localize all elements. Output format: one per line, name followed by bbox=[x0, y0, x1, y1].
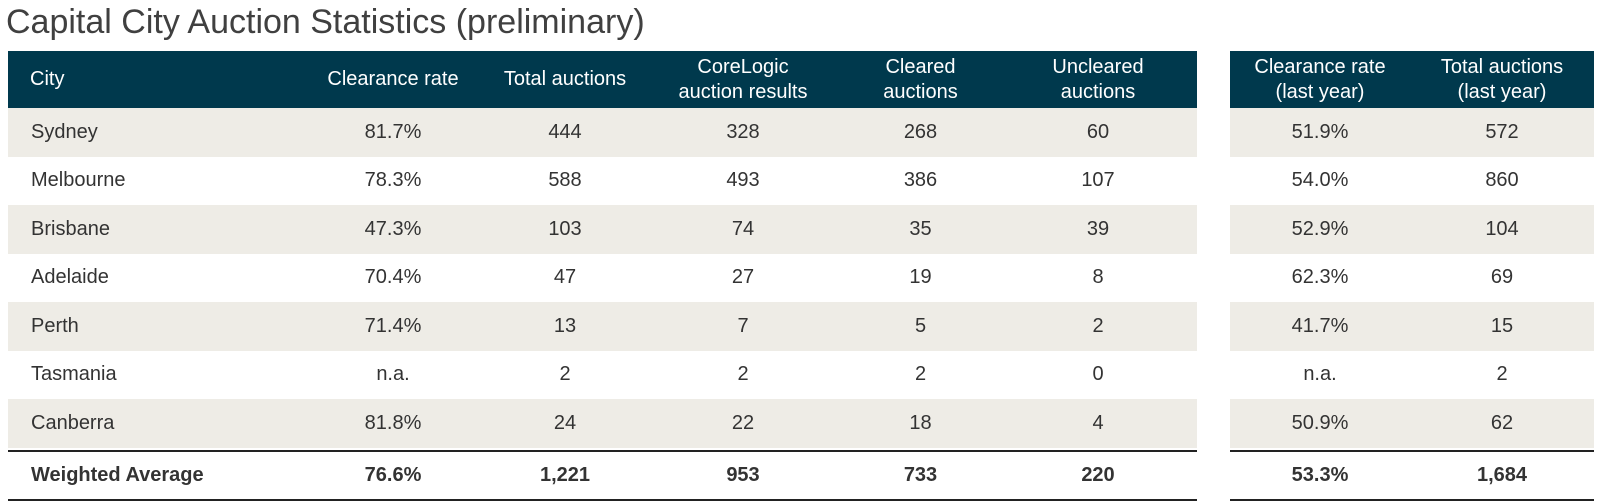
header-cleared: Cleared auctions bbox=[883, 55, 958, 103]
header-total-auctions: Total auctions bbox=[503, 68, 627, 90]
cell-uncleared: 39 bbox=[1086, 217, 1110, 240]
last-year-row: 52.9% 104 bbox=[1230, 205, 1594, 254]
side-total-rule-bottom bbox=[1230, 499, 1594, 501]
cell-clearance-last-year: n.a. bbox=[1303, 363, 1337, 386]
cell-corelogic-results: 493 bbox=[726, 169, 760, 192]
cell-total-auctions: 444 bbox=[548, 120, 582, 143]
cell-clearance-rate: 70.4% bbox=[364, 266, 422, 289]
cell-total-last-year: 69 bbox=[1490, 266, 1514, 289]
cell-clearance-last-year: 54.0% bbox=[1291, 169, 1349, 192]
cell-cleared: 268 bbox=[903, 120, 938, 143]
cell-uncleared: 60 bbox=[1086, 120, 1110, 143]
cell-cleared: 18 bbox=[909, 411, 932, 434]
cell-total-auctions: 103 bbox=[548, 217, 582, 240]
cell-uncleared: 8 bbox=[1092, 266, 1104, 289]
cell-clearance-last-year: 62.3% bbox=[1291, 266, 1349, 289]
cell-total-auctions: 588 bbox=[548, 169, 582, 192]
cell-clearance-rate: 78.3% bbox=[364, 169, 422, 192]
avg-corelogic-results: 953 bbox=[726, 464, 760, 486]
cell-cleared: 35 bbox=[909, 217, 932, 240]
table-row: Brisbane 47.3% 103 74 35 39 bbox=[8, 205, 1197, 254]
table-row: Sydney 81.7% 444 328 268 60 bbox=[8, 108, 1197, 157]
avg-city: Weighted Average bbox=[31, 464, 204, 486]
cell-city: Sydney bbox=[31, 120, 98, 143]
main-table-header: City Clearance rate Total auctions CoreL… bbox=[8, 51, 1197, 108]
cell-uncleared: 2 bbox=[1092, 314, 1104, 337]
avg-clearance-rate: 76.6% bbox=[364, 464, 422, 486]
page-title: Capital City Auction Statistics (prelimi… bbox=[6, 3, 645, 41]
cell-total-last-year: 860 bbox=[1485, 169, 1519, 192]
cell-corelogic-results: 2 bbox=[737, 363, 749, 386]
last-year-row: 50.9% 62 bbox=[1230, 399, 1594, 448]
cell-total-auctions: 2 bbox=[559, 363, 571, 386]
cell-clearance-last-year: 50.9% bbox=[1291, 411, 1349, 434]
cell-total-last-year: 15 bbox=[1490, 314, 1514, 337]
cell-clearance-last-year: 51.9% bbox=[1291, 120, 1349, 143]
avg-total-last-year: 1,684 bbox=[1476, 464, 1528, 486]
cell-corelogic-results: 27 bbox=[731, 266, 755, 289]
cell-city: Brisbane bbox=[31, 217, 110, 240]
last-year-row: 62.3% 69 bbox=[1230, 253, 1594, 302]
table-row: Adelaide 70.4% 47 27 19 8 bbox=[8, 253, 1197, 302]
cell-cleared: 5 bbox=[914, 314, 927, 337]
cell-total-auctions: 24 bbox=[553, 411, 577, 434]
cell-clearance-last-year: 52.9% bbox=[1291, 217, 1349, 240]
avg-uncleared: 220 bbox=[1081, 464, 1115, 486]
cell-uncleared: 0 bbox=[1092, 363, 1104, 386]
last-year-row: 41.7% 15 bbox=[1230, 302, 1594, 351]
avg-clearance-last-year: 53.3% bbox=[1291, 464, 1349, 486]
cell-corelogic-results: 22 bbox=[731, 411, 755, 434]
side-total-rule-top bbox=[1230, 450, 1594, 452]
cell-total-last-year: 104 bbox=[1485, 217, 1519, 240]
cell-corelogic-results: 7 bbox=[737, 314, 749, 337]
last-year-table-header: Clearance rate (last year) Total auction… bbox=[1230, 51, 1594, 108]
main-total-rule-top bbox=[8, 450, 1197, 452]
cell-uncleared: 107 bbox=[1081, 169, 1115, 192]
last-year-row: n.a. 2 bbox=[1230, 350, 1594, 399]
avg-total-auctions: 1,221 bbox=[539, 464, 591, 486]
cell-total-last-year: 62 bbox=[1490, 411, 1514, 434]
cell-clearance-rate: 81.8% bbox=[364, 411, 422, 434]
table-row: Canberra 81.8% 24 22 18 4 bbox=[8, 399, 1197, 448]
cell-clearance-rate: 47.3% bbox=[364, 217, 422, 240]
cell-city: Tasmania bbox=[31, 363, 117, 386]
cell-clearance-last-year: 41.7% bbox=[1291, 314, 1349, 337]
cell-clearance-rate: 81.7% bbox=[364, 120, 422, 143]
header-uncleared: Uncleared auctions bbox=[1052, 55, 1144, 103]
table-row: Melbourne 78.3% 588 493 386 107 bbox=[8, 156, 1197, 205]
header-clearance-last-year: Clearance rate (last year) bbox=[1254, 55, 1386, 103]
table-row: Tasmania n.a. 2 2 2 0 bbox=[8, 350, 1197, 399]
cell-uncleared: 4 bbox=[1092, 411, 1104, 434]
table-row: Perth 71.4% 13 7 5 2 bbox=[8, 302, 1197, 351]
avg-cleared: 733 bbox=[903, 464, 938, 486]
header-clearance-rate: Clearance rate bbox=[327, 68, 459, 90]
cell-total-auctions: 13 bbox=[553, 314, 577, 337]
last-year-row: 54.0% 860 bbox=[1230, 156, 1594, 205]
cell-city: Canberra bbox=[31, 411, 115, 434]
cell-total-last-year: 572 bbox=[1485, 120, 1519, 143]
cell-cleared: 386 bbox=[903, 169, 938, 192]
cell-cleared: 2 bbox=[914, 363, 927, 386]
cell-city: Adelaide bbox=[31, 266, 109, 289]
header-total-last-year: Total auctions (last year) bbox=[1440, 55, 1564, 103]
cell-corelogic-results: 328 bbox=[726, 120, 760, 143]
cell-city: Perth bbox=[31, 314, 79, 337]
cell-city: Melbourne bbox=[31, 169, 126, 192]
last-year-row: 51.9% 572 bbox=[1230, 108, 1594, 157]
cell-cleared: 19 bbox=[909, 266, 932, 289]
cell-clearance-rate: n.a. bbox=[376, 363, 410, 386]
cell-total-last-year: 2 bbox=[1496, 363, 1508, 386]
cell-clearance-rate: 71.4% bbox=[364, 314, 422, 337]
main-total-rule-bottom bbox=[8, 499, 1197, 501]
cell-corelogic-results: 74 bbox=[731, 217, 755, 240]
header-city: City bbox=[30, 68, 65, 90]
header-corelogic-results: CoreLogic auction results bbox=[678, 55, 808, 103]
cell-total-auctions: 47 bbox=[553, 266, 577, 289]
